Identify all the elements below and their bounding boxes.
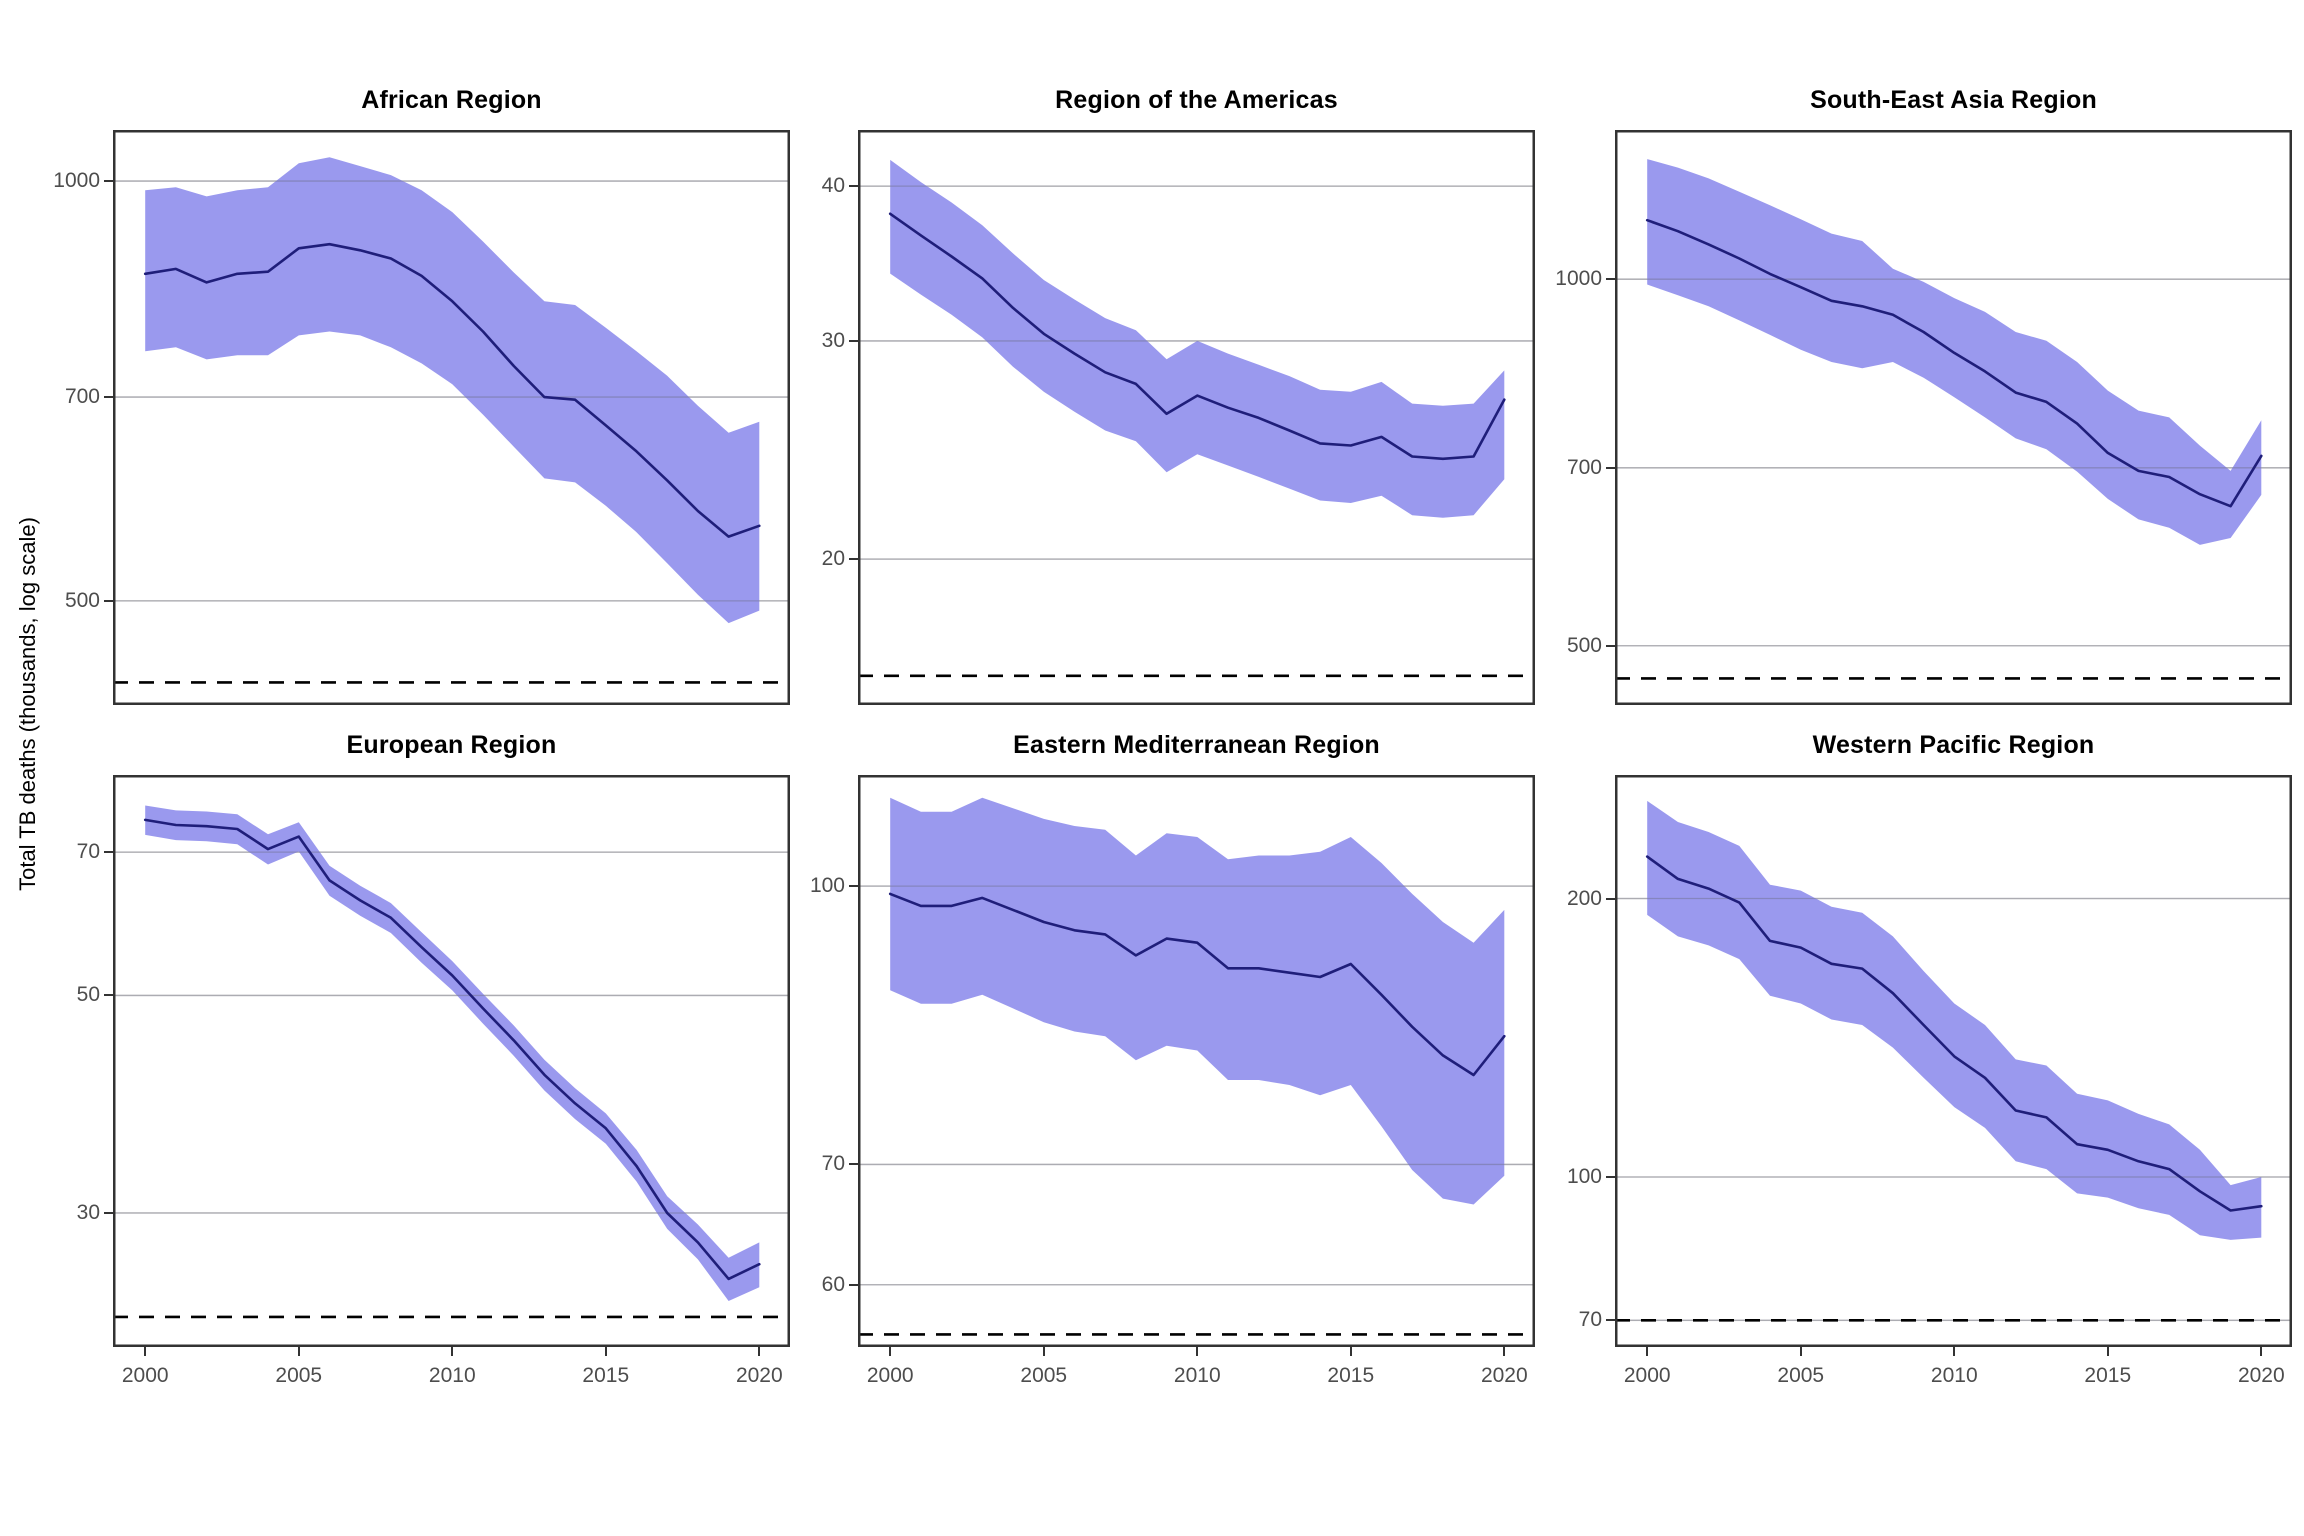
x-tick-mark [451,1347,454,1356]
x-tick-mark [1503,1347,1506,1356]
y-tick-mark [104,396,113,399]
x-tick-mark [1646,1347,1649,1356]
y-tick-mark [1606,1176,1615,1178]
x-tick-mark [297,1347,300,1356]
x-tick-label: 2020 [2237,1364,2285,1387]
y-tick-mark [849,1163,858,1166]
panel-title: Western Pacific Region [1812,731,2095,759]
x-tick-label: 2020 [1480,1364,1528,1387]
panel-plot-6 [1615,775,2292,1347]
x-tick-mark [889,1347,892,1356]
y-tick-mark [104,599,113,602]
x-tick-label: 2000 [121,1364,169,1387]
x-tick-mark [2106,1347,2109,1356]
y-tick-mark [1606,466,1615,469]
y-tick-label: 100 [809,874,845,898]
estimate-line [1645,855,2263,1212]
y-tick-label: 200 [1566,886,1602,910]
x-tick-mark [1953,1347,1956,1356]
x-tick-mark [1349,1347,1352,1356]
y-tick-label: 70 [821,1152,845,1176]
x-tick-label: 2005 [275,1364,323,1387]
confidence-ribbon [890,159,1505,518]
x-tick-label: 2020 [735,1364,783,1387]
y-tick-mark [104,851,113,854]
y-tick-label: 100 [1566,1165,1602,1188]
y-tick-mark [1606,1319,1615,1322]
x-tick-label: 2005 [1777,1364,1825,1387]
y-tick-label: 1000 [53,169,100,193]
y-tick-mark [849,1283,858,1286]
x-tick-label: 2010 [428,1364,476,1387]
x-tick-label: 2000 [1623,1364,1671,1387]
x-tick-mark [1042,1347,1045,1356]
estimate-line [143,818,761,1281]
y-tick-mark [1606,644,1615,647]
y-tick-label: 700 [64,385,100,409]
y-tick-mark [104,1211,113,1214]
panel-title: Eastern Mediterranean Region [1013,731,1380,759]
panel-plot-4 [113,775,790,1347]
y-tick-mark [1606,278,1615,281]
y-tick-label: 30 [821,328,845,352]
y-tick-label: 70 [1578,1308,1602,1332]
confidence-ribbon [145,157,760,624]
panel-title: European Region [346,731,557,759]
y-tick-label: 40 [821,174,845,198]
y-tick-mark [849,885,858,888]
estimate-line [888,892,1506,1077]
y-tick-mark [849,185,858,188]
y-tick-label: 50 [76,983,100,1007]
x-tick-label: 2015 [2084,1364,2132,1387]
panel-plot-5 [858,775,1535,1347]
confidence-ribbon [1647,800,2262,1240]
x-tick-label: 2015 [582,1364,630,1387]
x-tick-label: 2010 [1930,1364,1978,1387]
y-tick-label: 700 [1566,455,1602,479]
confidence-ribbon [145,805,760,1301]
y-tick-mark [849,339,858,342]
y-tick-label: 30 [76,1200,100,1224]
panel-title: South-East Asia Region [1810,86,2097,114]
estimate-line [888,212,1506,461]
estimate-line [1645,218,2263,508]
panel-title: Region of the Americas [1055,86,1338,114]
y-tick-label: 500 [64,588,100,612]
y-tick-label: 60 [821,1272,845,1296]
y-tick-label: 70 [76,840,100,864]
x-tick-mark [1799,1347,1802,1356]
y-tick-label: 1000 [1555,267,1602,291]
y-tick-mark [104,994,113,997]
x-tick-label: 2015 [1327,1364,1375,1387]
panel-plot-2 [858,130,1535,705]
x-tick-mark [144,1347,147,1356]
y-tick-mark [849,558,858,561]
y-tick-mark [1606,897,1615,900]
panel-title: African Region [361,86,542,114]
x-tick-label: 2000 [866,1364,914,1387]
estimate-line [143,242,761,538]
x-tick-mark [758,1347,761,1356]
y-tick-mark [104,180,113,183]
x-tick-label: 2010 [1173,1364,1221,1387]
x-tick-mark [2260,1347,2263,1356]
x-tick-mark [604,1347,607,1356]
y-tick-label: 500 [1566,633,1602,657]
panel-plot-1 [113,130,790,705]
confidence-ribbon [890,797,1505,1205]
y-axis-title: Total TB deaths (thousands, log scale) [15,517,40,891]
x-tick-mark [1196,1347,1199,1356]
panel-plot-3 [1615,130,2292,705]
x-tick-label: 2005 [1020,1364,1068,1387]
y-tick-label: 20 [821,547,845,571]
